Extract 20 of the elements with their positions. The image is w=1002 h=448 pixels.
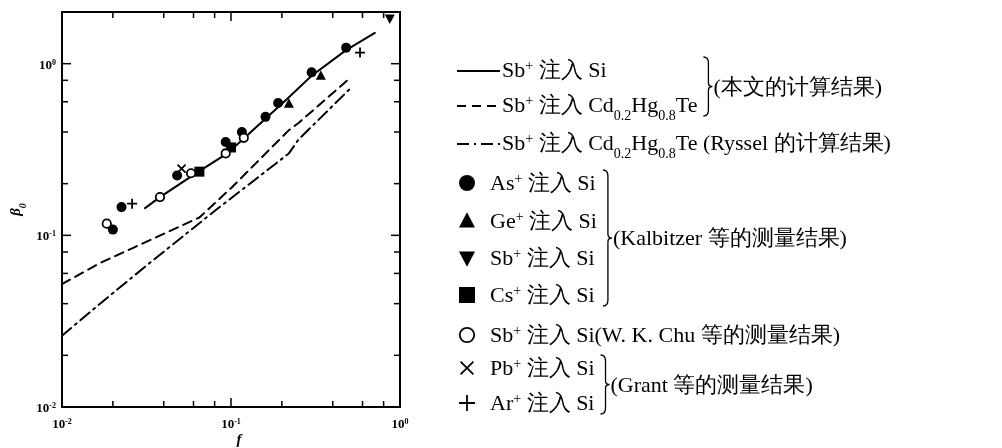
x-axis-title: f: [236, 431, 244, 447]
legend-label: Sb$^{+}$ 注入 Si(W. K. Chu 等的测量结果): [490, 322, 840, 347]
legend-label: Ar$^{+}$ 注入 Si: [490, 390, 595, 415]
text: (Kalbitzer 等的测量结果): [612, 225, 847, 250]
y-tick-label: 10$^{-1}$: [36, 228, 56, 244]
y-tick-label: 10$^{0}$: [39, 56, 56, 72]
legend-label: Ge$^{+}$ 注入 Si: [490, 208, 597, 233]
legend-label: Sb$^{+}$ 注入 Cd$_{0.2}$Hg$_{0.8}$Te (Ryssel 的计算结果): [502, 130, 891, 161]
y-tick-label: 10$^{-2}$: [36, 400, 56, 415]
legend-label: As$^{+}$ 注入 Si: [490, 170, 596, 195]
legend-label: Sb$^{+}$ 注入 Si: [502, 57, 607, 82]
text: (Grant 等的测量结果): [610, 371, 813, 397]
legend-label: Pb$^{+}$ 注入 Si: [490, 355, 595, 380]
x-tick-label: 10$^{0}$: [391, 416, 409, 431]
legend-label: Cs$^{+}$ 注入 Si: [490, 282, 595, 307]
legend-label: Sb$^{+}$ 注入 Si: [490, 245, 595, 270]
text: (本文的计算结果): [713, 73, 883, 99]
x-tick-label: 10$^{-1}$: [221, 416, 241, 431]
legend-label: Sb$^{+}$ 注入 Cd$_{0.2}$Hg$_{0.8}$Te: [502, 92, 698, 123]
x-tick-label: 10$^{-2}$: [52, 416, 72, 431]
